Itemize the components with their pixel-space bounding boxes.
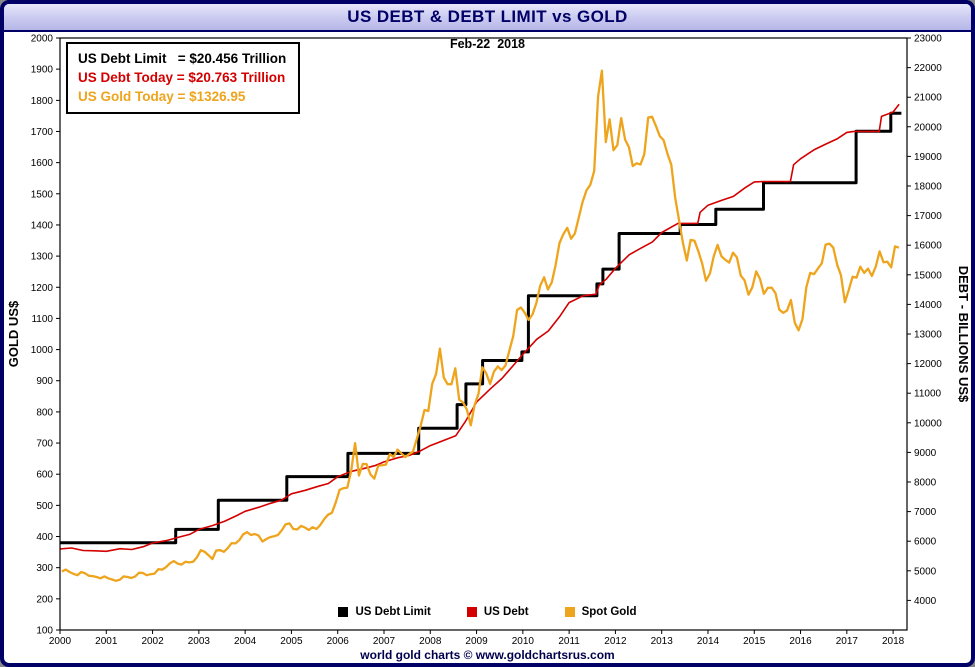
y-right-tick-label: 15000: [914, 270, 942, 281]
series-spot-gold: [61, 69, 900, 582]
y-left-tick-label: 1800: [31, 96, 54, 107]
chart-title-bar: US DEBT & DEBT LIMIT vs GOLD: [4, 4, 971, 32]
legend-item: Spot Gold: [564, 606, 637, 618]
y-right-tick-label: 19000: [914, 152, 942, 163]
x-tick-label: 2005: [280, 636, 303, 647]
y-left-tick-label: 1400: [31, 220, 54, 231]
y-left-tick-label: 1200: [31, 283, 54, 294]
y-right-tick-label: 14000: [914, 300, 942, 311]
x-tick-label: 2016: [789, 636, 812, 647]
y-left-tick-label: 1100: [31, 314, 53, 325]
page-title: US DEBT & DEBT LIMIT vs GOLD: [347, 7, 628, 26]
x-tick-label: 2013: [651, 636, 674, 647]
y-right-tick-label: 18000: [914, 182, 942, 193]
y-right-tick-label: 13000: [914, 330, 942, 341]
y-left-tick-label: 100: [36, 626, 53, 637]
chart-plot: 100 200 300 400 500 600 700 800 900 1000 1100 1200 1…: [6, 34, 971, 648]
x-tick-label: 2015: [743, 636, 766, 647]
y-right-tick-label: 4000: [914, 596, 937, 607]
info-row: US Gold Today = $1326.95: [78, 89, 246, 104]
y-left-tick-label: 1700: [31, 127, 54, 138]
y-right-tick-label: 5000: [914, 566, 937, 577]
y-right-axis-title: DEBT - BILLIONS US$: [956, 266, 971, 403]
y-right-tick-label: 20000: [914, 122, 942, 133]
legend-item: US Debt Limit: [338, 606, 431, 618]
y-left-tick-label: 1900: [31, 65, 54, 76]
info-row: US Debt Limit = $20.456 Trillion: [78, 51, 287, 66]
y-left-tick-label: 400: [36, 532, 53, 543]
y-left-tick-label: 800: [36, 407, 53, 418]
x-tick-label: 2009: [465, 636, 488, 647]
y-right-tick-label: 23000: [914, 34, 942, 45]
x-tick-label: 2010: [512, 636, 535, 647]
y-left-tick-label: 700: [36, 439, 53, 450]
y-left-tick-label: 600: [36, 470, 53, 481]
info-row: US Debt Today = $20.763 Trillion: [78, 70, 286, 85]
y-left-tick-label: 1500: [31, 189, 54, 200]
y-right-tick-label: 10000: [914, 418, 942, 429]
x-tick-label: 2004: [234, 636, 257, 647]
y-left-tick-label: 1600: [31, 158, 54, 169]
series-us-debt-limit: [60, 111, 902, 545]
series-legend: US Debt Limit US Debt Spot Gold: [64, 606, 911, 618]
y-right-tick-label: 9000: [914, 448, 937, 459]
y-left-tick-label: 2000: [31, 34, 54, 45]
x-tick-label: 2018: [882, 636, 905, 647]
plot-border: [59, 37, 908, 631]
x-tick-label: 2007: [373, 636, 396, 647]
x-tick-label: 2003: [188, 636, 211, 647]
date-annotation: Feb-22 2018: [449, 37, 526, 51]
legend-label: US Debt: [483, 606, 529, 618]
y-right-tick-label: 6000: [914, 537, 937, 548]
x-tick-label: 2006: [327, 636, 350, 647]
y-right-tick-label: 8000: [914, 478, 937, 489]
y-right-tick-label: 12000: [914, 359, 942, 370]
x-tick-label: 2001: [95, 636, 118, 647]
y-right-tick-label: 21000: [914, 93, 942, 104]
y-left-tick-label: 200: [36, 594, 53, 605]
y-left-tick-label: 900: [36, 376, 53, 387]
y-right-tick-label: 22000: [914, 63, 942, 74]
x-tick-label: 2008: [419, 636, 442, 647]
x-tick-label: 2011: [558, 636, 580, 647]
y-right-tick-label: 11000: [914, 389, 942, 400]
x-tick-label: 2014: [697, 636, 720, 647]
y-left-tick-label: 500: [36, 501, 53, 512]
legend-label: US Debt Limit: [355, 606, 431, 618]
source-caption: world gold charts © www.goldchartsrus.co…: [360, 648, 615, 662]
series-us-debt: [59, 103, 900, 553]
legend-swatch: [338, 607, 349, 617]
x-tick-label: 2002: [141, 636, 164, 647]
y-right-tick-label: 7000: [914, 507, 937, 518]
x-tick-label: 2017: [836, 636, 859, 647]
y-left-tick-label: 1000: [31, 345, 54, 356]
x-tick-label: 2000: [49, 636, 72, 647]
y-left-tick-label: 1300: [31, 252, 54, 263]
x-tick-label: 2012: [604, 636, 627, 647]
y-left-axis-title: GOLD US$: [6, 300, 21, 367]
y-right-tick-label: 16000: [914, 241, 942, 252]
summary-legend-box: US Debt Limit = $20.456 Trillion US Debt …: [66, 42, 301, 114]
legend-label: Spot Gold: [581, 606, 637, 618]
legend-swatch: [564, 607, 575, 617]
y-right-tick-label: 17000: [914, 211, 942, 222]
legend-item: US Debt: [466, 606, 529, 618]
legend-swatch: [466, 607, 477, 617]
y-left-tick-label: 300: [36, 563, 53, 574]
